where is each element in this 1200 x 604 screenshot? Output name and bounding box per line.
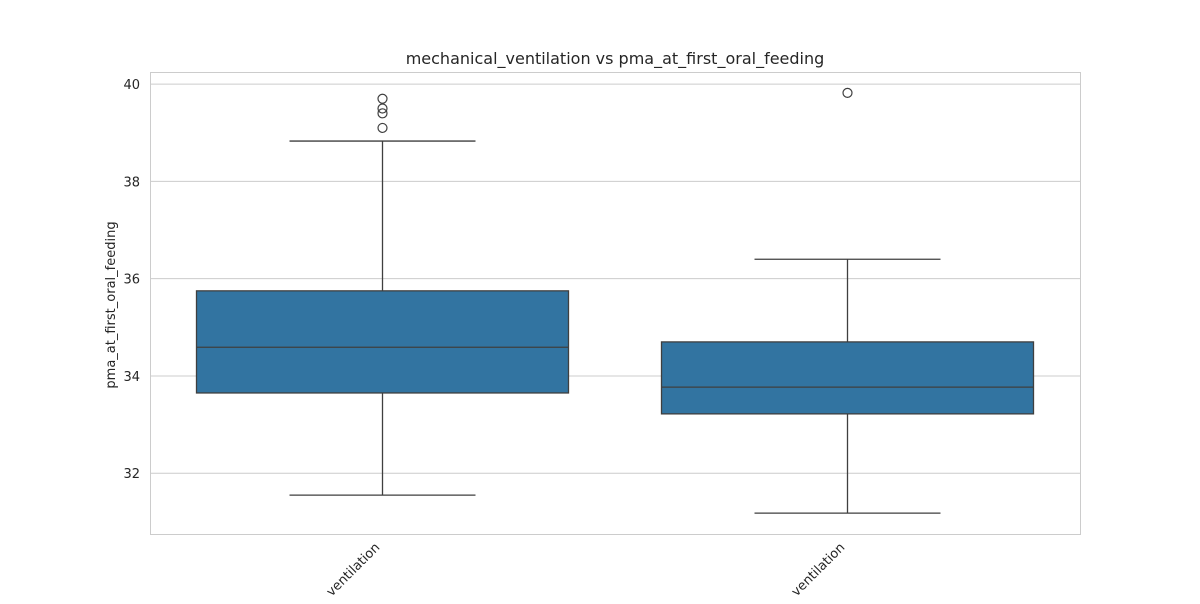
y-tick-label: 38 (123, 175, 140, 190)
y-tick-label: 32 (123, 467, 140, 482)
box-iqr (660, 341, 1035, 415)
y-axis-label: pma_at_first_oral_feeding (104, 221, 119, 388)
y-tick-label: 36 (123, 273, 140, 288)
plot-area-frame (150, 72, 1081, 535)
chart-title: mechanical_ventilation vs pma_at_first_o… (406, 49, 825, 69)
outlier-point (377, 108, 388, 119)
outlier-point (377, 103, 388, 114)
x-tick-label: ventilation (324, 540, 383, 599)
x-tick-label: ventilation (789, 540, 848, 599)
outlier-point (377, 122, 388, 134)
box-iqr (195, 290, 570, 394)
outlier-point (842, 87, 853, 99)
y-tick-label: 34 (123, 370, 140, 385)
y-tick-label: 40 (123, 78, 140, 93)
outlier-point (377, 93, 388, 104)
